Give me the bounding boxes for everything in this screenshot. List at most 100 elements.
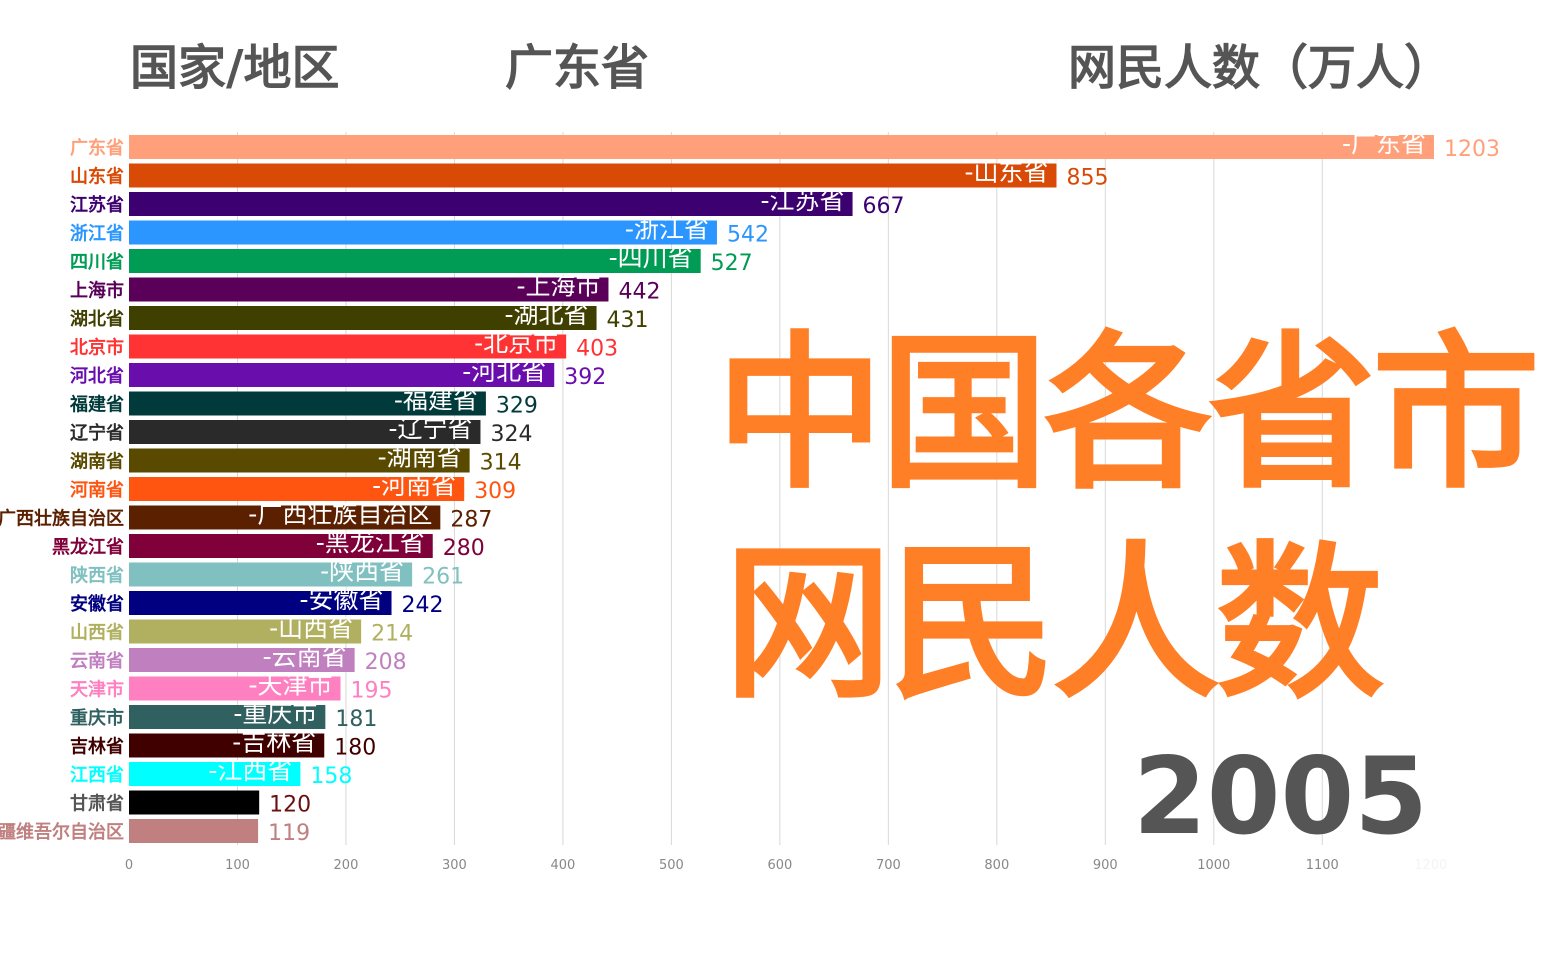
x-tick-label: 200	[334, 858, 359, 873]
bar-inner-label: -云南省	[263, 642, 347, 671]
overlay-title-line2: 网民人数	[724, 526, 1384, 722]
category-label: 天津市	[70, 679, 124, 701]
category-label: 广东省	[70, 137, 124, 159]
bar	[129, 391, 486, 416]
bar	[129, 135, 1434, 159]
x-tick-label: 800	[984, 858, 1009, 873]
bar	[129, 306, 597, 330]
x-tick-label: 900	[1093, 858, 1118, 873]
header-current-leader: 广东省	[505, 40, 650, 96]
value-label: 431	[607, 308, 649, 333]
bar-inner-label: -广东省	[1342, 129, 1426, 158]
bar-inner-label: -山西省	[269, 614, 353, 643]
category-label: 四川省	[70, 251, 124, 273]
x-tick-label: 1200	[1414, 858, 1447, 873]
bar-inner-label: -山东省	[964, 158, 1048, 187]
value-label: 208	[365, 650, 407, 675]
value-label: 309	[474, 479, 516, 504]
bar-inner-label: -浙江省	[625, 215, 709, 244]
bar-inner-label: -湖北省	[505, 300, 589, 329]
value-label: 214	[371, 622, 413, 647]
category-label: 甘肃省	[70, 793, 124, 815]
value-label: 329	[496, 394, 538, 419]
bar-inner-label: -江苏省	[761, 186, 845, 215]
bar	[129, 648, 355, 672]
value-label: 324	[490, 422, 532, 447]
category-label: 江西省	[70, 764, 124, 786]
bar-inner-label: -江西省	[208, 756, 292, 785]
value-label: 442	[618, 280, 660, 305]
category-label: 云南省	[70, 650, 124, 672]
header-region-label: 国家/地区	[130, 40, 340, 96]
bar	[129, 819, 259, 843]
bar	[129, 733, 325, 758]
category-label: 安徽省	[70, 593, 124, 615]
bar-inner-label: -重庆市	[233, 699, 317, 728]
bar	[129, 220, 717, 245]
x-tick-label: 1000	[1197, 858, 1230, 873]
bar-inner-label: -上海市	[516, 272, 600, 301]
value-label: 392	[564, 365, 606, 390]
value-label: 242	[402, 593, 444, 618]
value-label: 287	[450, 508, 492, 533]
bar-inner-label: -黑龙江省	[316, 528, 425, 557]
bar	[129, 277, 609, 302]
value-label: 195	[351, 679, 393, 704]
value-label: 119	[268, 821, 310, 846]
value-label: 181	[335, 707, 377, 732]
bar	[129, 249, 701, 273]
bar	[129, 163, 1057, 188]
bar	[129, 705, 326, 729]
category-label: 辽宁省	[70, 422, 124, 444]
category-label: 北京市	[70, 337, 124, 359]
category-label: 浙江省	[70, 223, 124, 245]
bar	[129, 192, 853, 216]
value-label: 261	[422, 565, 464, 590]
year-label: 2005	[1133, 735, 1429, 858]
category-label: 新疆维吾尔自治区	[0, 821, 124, 843]
x-tick-label: 500	[659, 858, 684, 873]
bar-inner-label: -天津市	[249, 671, 333, 700]
bar	[129, 534, 433, 558]
value-label: 667	[863, 194, 905, 219]
category-label: 河北省	[70, 365, 124, 387]
x-tick-label: 100	[225, 858, 250, 873]
value-label: 855	[1066, 166, 1108, 191]
bar-inner-label: -安徽省	[299, 585, 383, 614]
value-label: 527	[711, 251, 753, 276]
bar	[129, 420, 481, 444]
bar	[129, 562, 413, 587]
bar-inner-label: -湖南省	[378, 443, 462, 472]
x-tick-label: 1100	[1306, 858, 1339, 873]
bar-inner-label: -河南省	[372, 471, 456, 500]
category-label: 江苏省	[70, 194, 124, 216]
category-label: 陕西省	[70, 565, 124, 587]
bar	[129, 676, 341, 701]
category-label: 吉林省	[70, 736, 124, 758]
value-label: 158	[310, 764, 352, 789]
category-label: 山东省	[70, 166, 124, 188]
category-label: 福建省	[69, 394, 124, 416]
bar	[129, 619, 362, 644]
category-label: 山西省	[70, 622, 124, 644]
bar-inner-label: -福建省	[394, 386, 478, 415]
bar-inner-label: -陕西省	[320, 557, 404, 586]
header-value-label: 网民人数（万人）	[1068, 40, 1453, 96]
bar	[129, 505, 441, 530]
bar-inner-label: -广西壮族自治区	[248, 500, 432, 529]
value-label: 542	[727, 223, 769, 248]
value-label: 120	[269, 793, 311, 818]
x-tick-label: 600	[767, 858, 792, 873]
bar	[129, 448, 470, 473]
category-label: 湖南省	[70, 451, 124, 473]
value-label: 314	[480, 451, 522, 476]
x-tick-label: 300	[442, 858, 467, 873]
overlay-title-line1: 中国各省市	[716, 316, 1540, 512]
bar	[129, 363, 555, 387]
x-tick-label: 0	[125, 858, 133, 873]
bar	[129, 477, 465, 501]
bar-inner-label: -吉林省	[232, 728, 316, 757]
category-label: 上海市	[70, 280, 124, 302]
